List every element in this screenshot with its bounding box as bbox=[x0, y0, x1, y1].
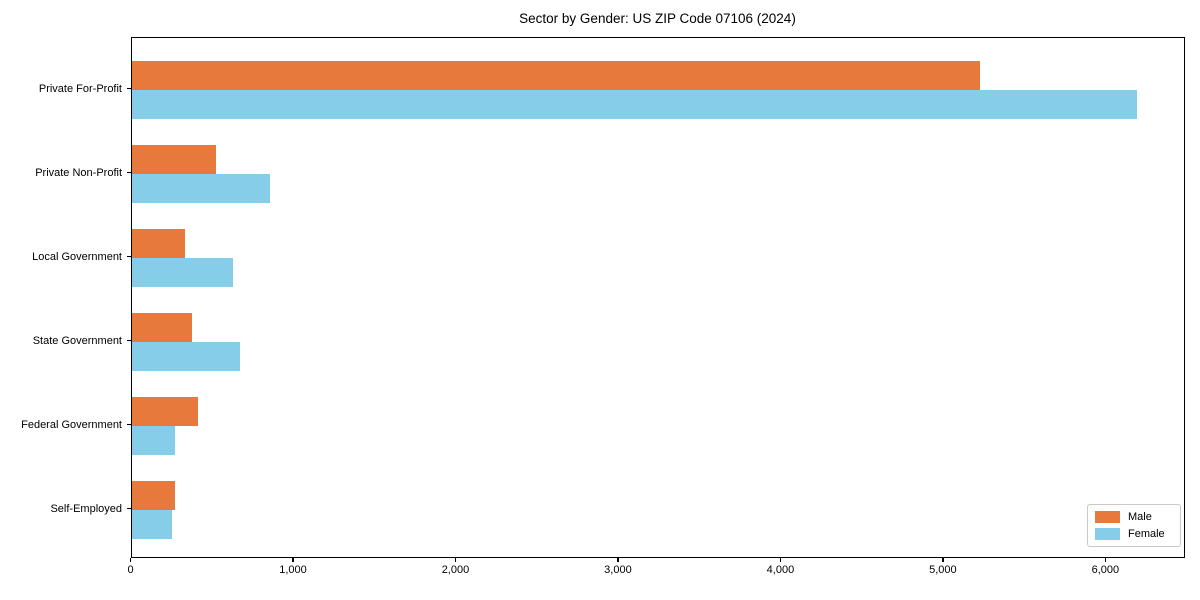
bar-male-5 bbox=[131, 396, 199, 426]
y-axis-label: Local Government bbox=[32, 250, 122, 263]
x-axis-label: 0 bbox=[127, 564, 134, 576]
y-axis-label: Private For-Profit bbox=[38, 82, 122, 95]
x-tick bbox=[617, 558, 619, 562]
x-axis-label: 6,000 bbox=[1091, 564, 1120, 576]
legend-swatch-female bbox=[1095, 528, 1120, 540]
x-tick bbox=[454, 558, 457, 562]
bar-male-3 bbox=[131, 228, 186, 258]
x-tick bbox=[942, 558, 944, 562]
x-axis-label: 1,000 bbox=[279, 564, 307, 576]
legend-swatch-male bbox=[1095, 511, 1120, 523]
y-tick bbox=[126, 255, 131, 258]
x-axis-label: 5,000 bbox=[929, 564, 957, 576]
x-tick bbox=[779, 558, 782, 562]
plot-area bbox=[130, 37, 1185, 558]
x-axis-label: 4,000 bbox=[766, 564, 795, 576]
bar-male-6 bbox=[131, 480, 176, 510]
y-axis-label: Self-Employed bbox=[50, 502, 122, 515]
x-tick bbox=[129, 558, 132, 562]
bar-female-3 bbox=[131, 257, 234, 287]
x-tick bbox=[292, 558, 294, 562]
y-axis-label: State Government bbox=[32, 334, 122, 347]
y-axis-label: Federal Government bbox=[21, 418, 122, 431]
bar-female-5 bbox=[131, 425, 176, 455]
y-tick bbox=[126, 423, 131, 426]
legend-label: Female bbox=[1128, 528, 1165, 540]
chart-title: Sector by Gender: US ZIP Code 07106 (202… bbox=[519, 11, 796, 26]
y-tick bbox=[126, 507, 131, 510]
legend: Male Female bbox=[1087, 504, 1181, 547]
x-axis-label: 2,000 bbox=[441, 564, 470, 576]
bar-female-6 bbox=[131, 509, 173, 539]
bar-female-4 bbox=[131, 341, 240, 371]
y-tick bbox=[126, 339, 131, 342]
x-tick bbox=[1104, 558, 1107, 562]
x-axis-label: 3,000 bbox=[604, 564, 632, 576]
legend-entry-female: Female bbox=[1095, 528, 1172, 540]
legend-entry-male: Male bbox=[1095, 511, 1172, 523]
bar-female-1 bbox=[131, 89, 1138, 119]
bar-male-2 bbox=[131, 144, 216, 174]
y-axis-label: Private Non-Profit bbox=[35, 166, 122, 179]
bar-female-2 bbox=[131, 173, 270, 203]
bar-male-1 bbox=[131, 60, 980, 90]
y-tick bbox=[126, 87, 131, 90]
bar-male-4 bbox=[131, 312, 193, 342]
legend-label: Male bbox=[1128, 511, 1152, 523]
y-tick bbox=[126, 171, 131, 174]
